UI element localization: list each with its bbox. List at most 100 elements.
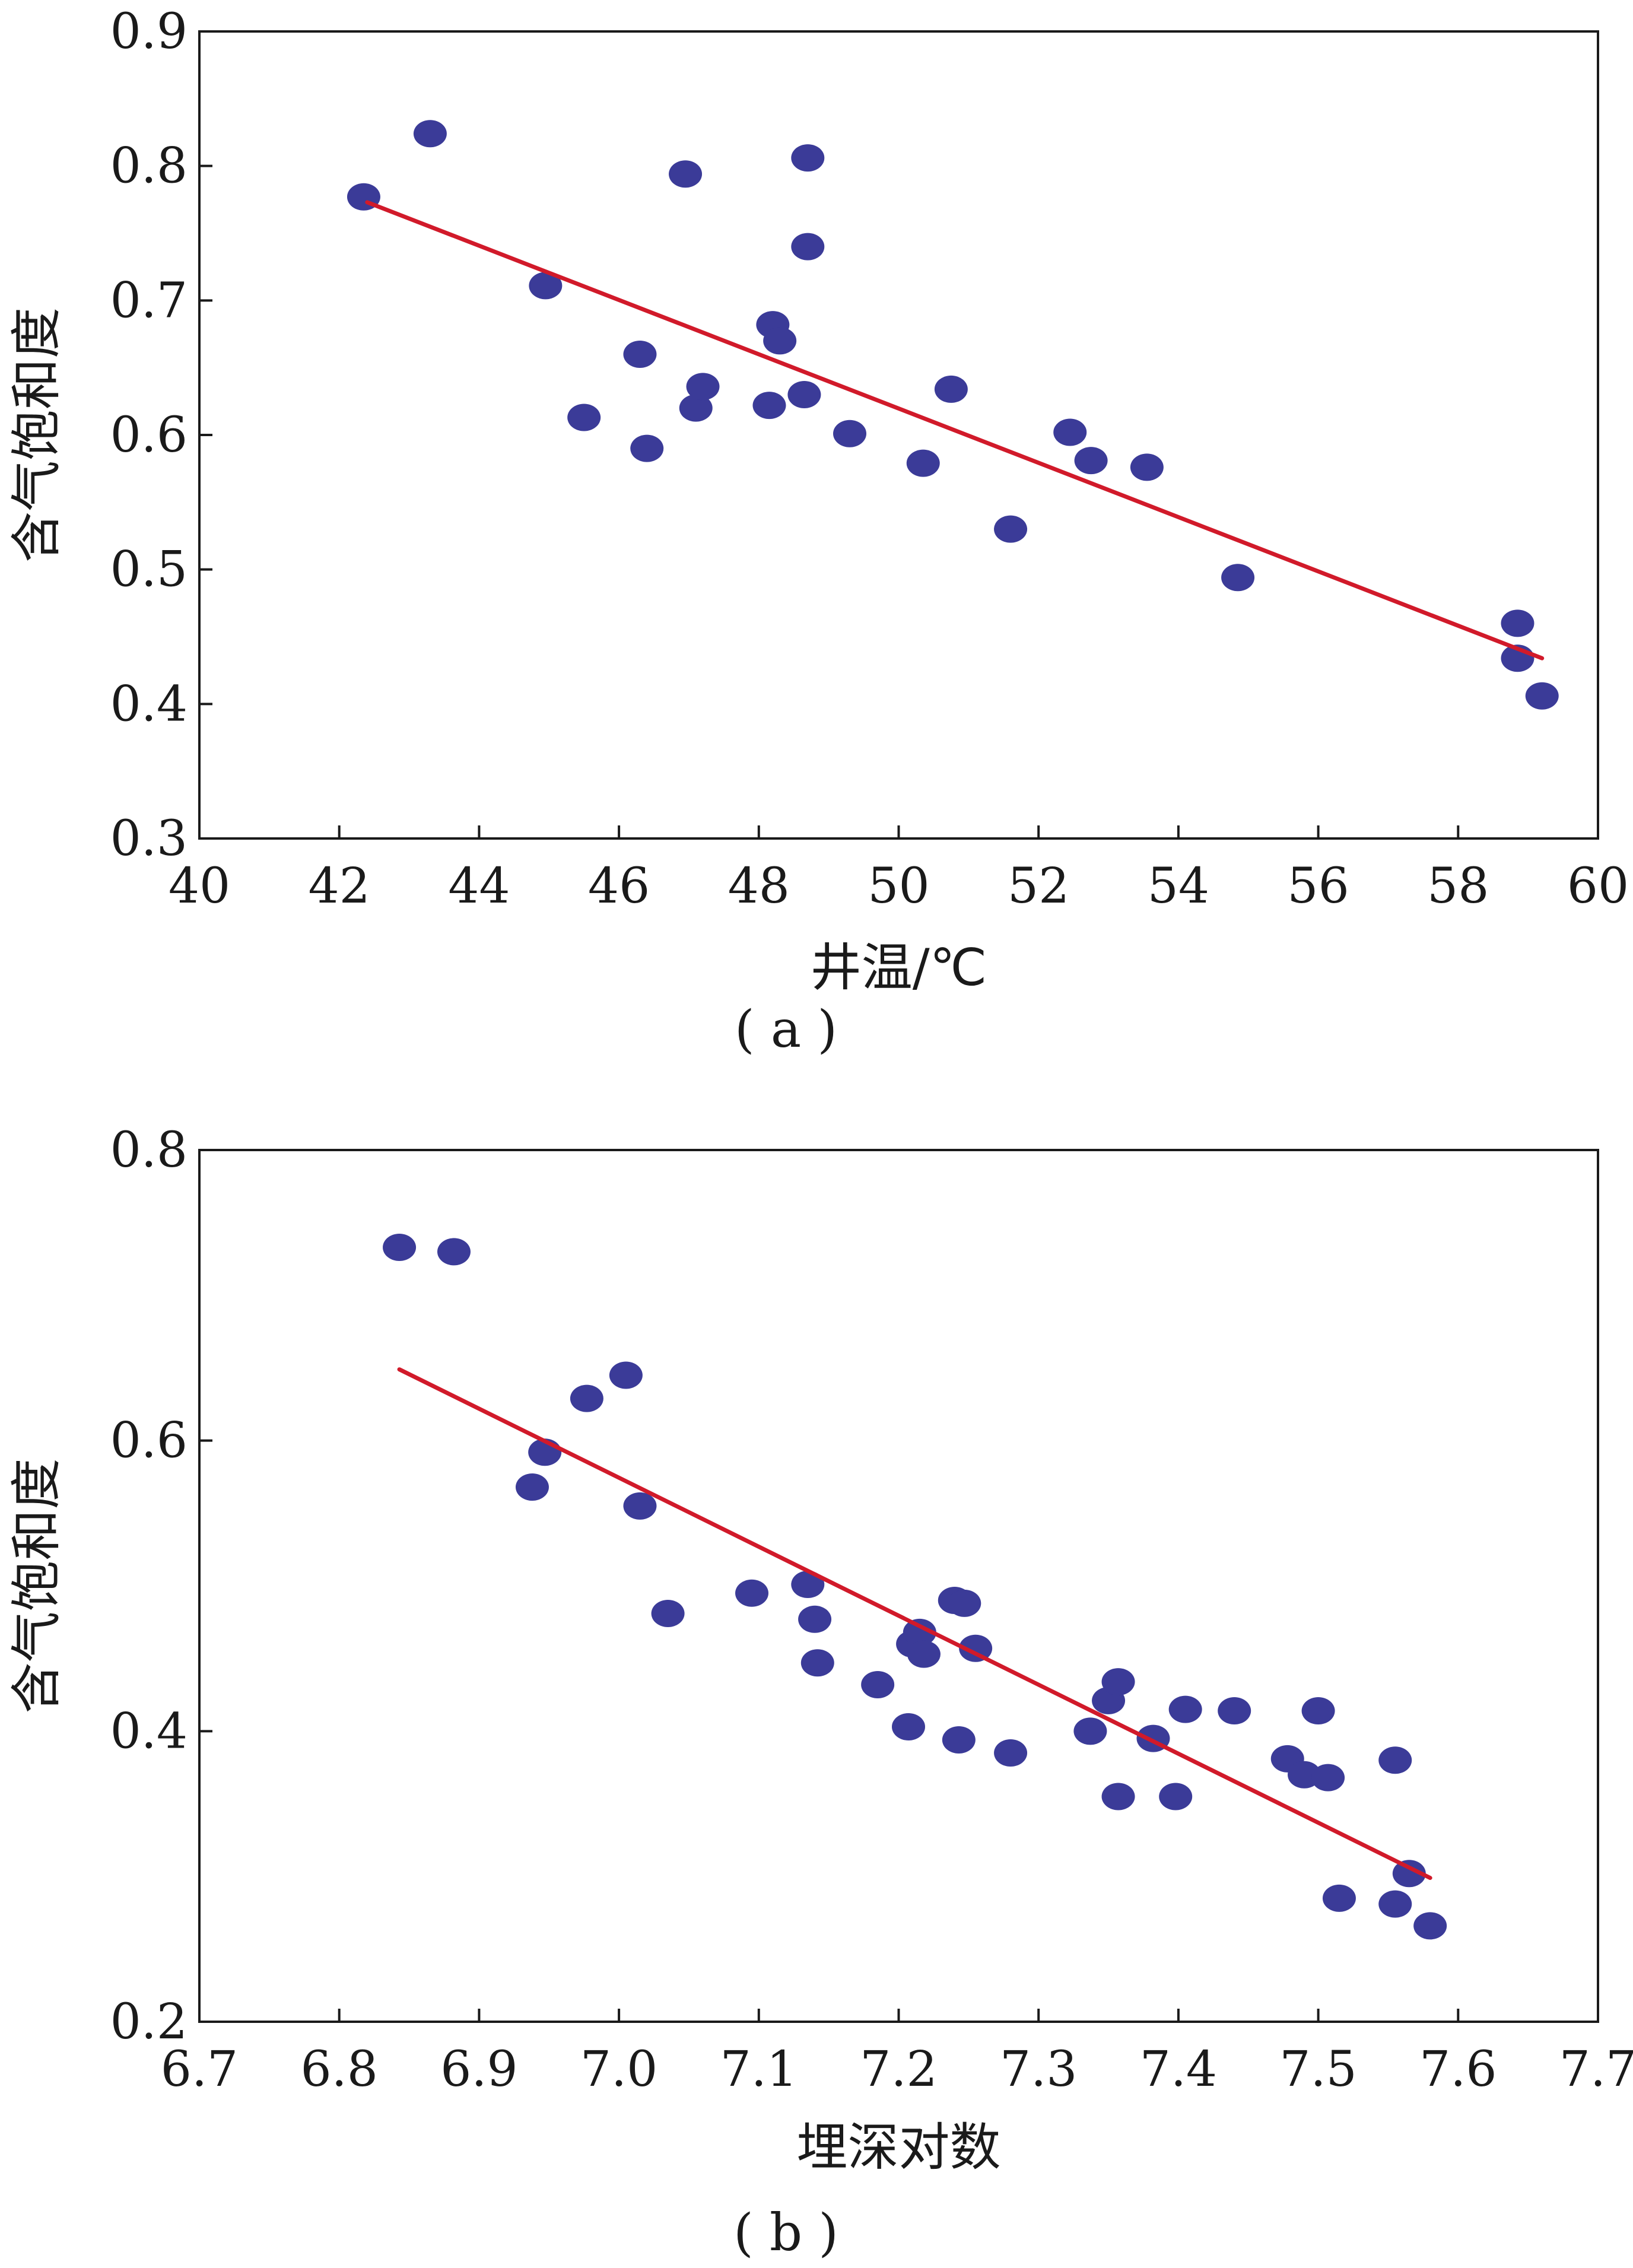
data-point bbox=[529, 272, 563, 300]
y-tick-label: 0.3 bbox=[110, 811, 188, 867]
data-point bbox=[609, 1361, 643, 1389]
data-point bbox=[948, 1589, 981, 1617]
data-point bbox=[1168, 1695, 1202, 1723]
data-point bbox=[1221, 564, 1255, 592]
data-point bbox=[903, 1618, 936, 1646]
y-tick-label: 0.4 bbox=[110, 1703, 188, 1759]
data-point bbox=[630, 434, 664, 462]
data-point bbox=[798, 1605, 832, 1633]
data-point bbox=[1073, 1717, 1107, 1745]
data-point bbox=[623, 1492, 657, 1520]
x-tick-label: 6.9 bbox=[440, 2041, 517, 2098]
data-point bbox=[686, 373, 720, 401]
y-axis-label: 含气饱和度 bbox=[7, 307, 66, 563]
data-point bbox=[787, 381, 821, 408]
data-point bbox=[413, 120, 447, 148]
data-point bbox=[942, 1726, 976, 1754]
x-axis-label: 井温/℃ bbox=[811, 938, 987, 998]
x-tick-label: 7.3 bbox=[1000, 2041, 1077, 2098]
data-point bbox=[570, 1384, 603, 1412]
data-point bbox=[1311, 1764, 1345, 1791]
y-tick-label: 0.4 bbox=[110, 676, 188, 732]
data-point bbox=[1413, 1912, 1447, 1940]
data-point bbox=[1322, 1884, 1356, 1912]
y-tick-label: 0.8 bbox=[110, 138, 188, 195]
data-point bbox=[1218, 1697, 1251, 1725]
data-point bbox=[1159, 1783, 1193, 1810]
data-point bbox=[383, 1234, 417, 1262]
data-point bbox=[679, 394, 713, 422]
data-point bbox=[1501, 609, 1534, 637]
chart-a: 40 42 44 46 48 50 52 54 56 58 60 0.3 0.4 0.5 0.6 0.7 0.8… bbox=[7, 4, 1629, 1059]
data-point bbox=[1053, 418, 1087, 446]
x-tick-label: 6.7 bbox=[161, 2041, 238, 2098]
fit-line bbox=[365, 200, 1545, 660]
data-point bbox=[861, 1670, 895, 1698]
data-point bbox=[1074, 447, 1108, 475]
data-point bbox=[1378, 1746, 1412, 1774]
x-tick-label: 40 bbox=[169, 858, 230, 914]
x-tick-label: 42 bbox=[309, 858, 370, 914]
x-tick-label: 44 bbox=[448, 858, 510, 914]
data-point bbox=[1301, 1697, 1335, 1725]
data-point bbox=[994, 515, 1028, 543]
data-point bbox=[959, 1634, 993, 1662]
data-point bbox=[1130, 453, 1164, 481]
y-tick-label: 0.7 bbox=[110, 272, 188, 329]
chart-b: 6.7 6.8 6.9 7.0 7.1 7.2 7.3 7.4 7.5 7.6 7.7 0.2 0.4 0… bbox=[7, 1122, 1633, 2263]
x-tick-label: 50 bbox=[868, 858, 929, 914]
data-point bbox=[907, 1640, 941, 1668]
data-point bbox=[763, 327, 797, 355]
x-tick-label: 60 bbox=[1567, 858, 1629, 914]
data-point bbox=[934, 375, 968, 403]
data-point bbox=[791, 144, 825, 172]
plot-frame bbox=[198, 1149, 1599, 2023]
x-tick-label: 7.2 bbox=[860, 2041, 937, 2098]
y-axis-label: 含气饱和度 bbox=[7, 1459, 66, 1714]
data-point bbox=[735, 1579, 769, 1607]
data-point bbox=[833, 420, 867, 447]
x-tick-label: 56 bbox=[1287, 858, 1349, 914]
x-tick-label: 7.6 bbox=[1419, 2041, 1497, 2098]
data-point bbox=[800, 1649, 834, 1677]
y-tick-label: 0.6 bbox=[110, 1413, 188, 1469]
x-tick-label: 7.0 bbox=[580, 2041, 657, 2098]
data-point bbox=[669, 160, 703, 188]
panel-label: ( a ) bbox=[735, 1000, 837, 1059]
data-point bbox=[1101, 1783, 1135, 1810]
y-tick-label: 0.5 bbox=[110, 542, 188, 598]
x-tick-label: 6.8 bbox=[300, 2041, 377, 2098]
data-point bbox=[994, 1739, 1028, 1767]
x-tick-label: 54 bbox=[1148, 858, 1209, 914]
x-tick-label: 7.4 bbox=[1140, 2041, 1217, 2098]
data-point bbox=[752, 392, 786, 420]
y-tick-label: 0.8 bbox=[110, 1122, 188, 1179]
y-tick-label: 0.2 bbox=[110, 1994, 188, 2050]
x-tick-label: 7.5 bbox=[1279, 2041, 1356, 2098]
x-tick-label: 46 bbox=[588, 858, 650, 914]
data-point bbox=[1378, 1890, 1412, 1918]
x-axis-label: 埋深对数 bbox=[797, 2118, 1001, 2177]
y-tick-label: 0.9 bbox=[110, 4, 188, 60]
data-point bbox=[1392, 1860, 1426, 1888]
plot-frame bbox=[198, 30, 1599, 840]
data-point bbox=[651, 1600, 685, 1628]
panel-label: ( b ) bbox=[733, 2203, 838, 2263]
data-point bbox=[567, 404, 601, 431]
x-tick-label: 52 bbox=[1008, 858, 1069, 914]
data-point bbox=[791, 1571, 825, 1599]
data-point bbox=[891, 1713, 925, 1740]
data-point bbox=[1525, 682, 1559, 710]
x-tick-label: 7.7 bbox=[1559, 2041, 1633, 2098]
x-tick-label: 58 bbox=[1427, 858, 1489, 914]
fit-line bbox=[397, 1367, 1432, 1881]
data-point bbox=[515, 1473, 549, 1501]
data-point bbox=[437, 1238, 471, 1266]
y-tick-label: 0.6 bbox=[110, 407, 188, 463]
x-tick-label: 7.1 bbox=[720, 2041, 798, 2098]
x-tick-label: 48 bbox=[728, 858, 790, 914]
data-point bbox=[791, 233, 825, 261]
data-point bbox=[1101, 1668, 1135, 1696]
data-point bbox=[906, 449, 940, 477]
